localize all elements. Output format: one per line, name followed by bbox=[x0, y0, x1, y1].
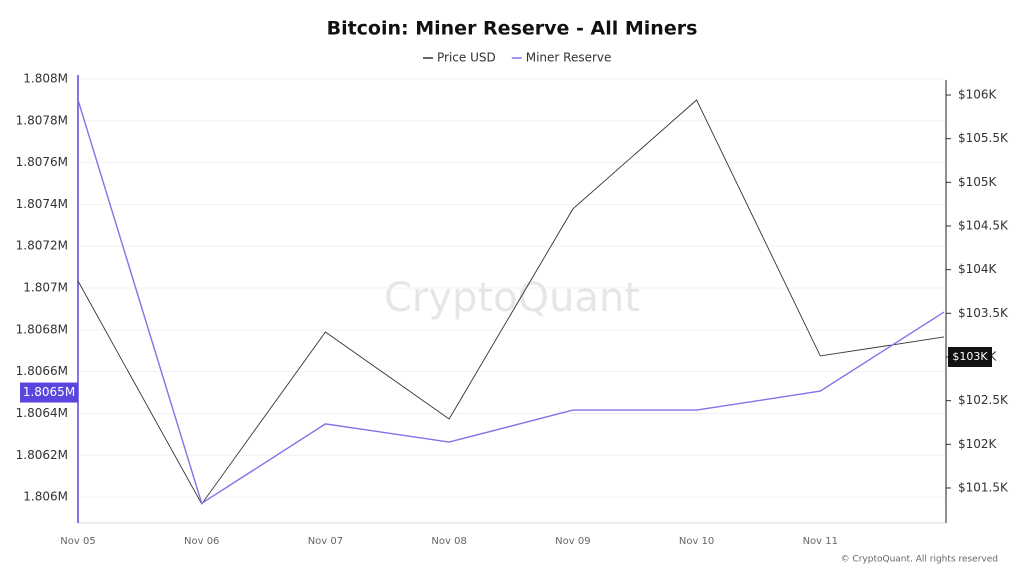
x-tick-label: Nov 06 bbox=[184, 536, 219, 547]
y-tick-label: 1.8068M bbox=[16, 322, 68, 336]
y-tick-label: 1.8078M bbox=[16, 113, 68, 127]
y2-marker-label: $103K bbox=[952, 350, 988, 363]
y-tick-label: 1.8064M bbox=[16, 406, 68, 420]
y2-tick-label: $105K bbox=[958, 175, 998, 189]
y2-tick-label: $103.5K bbox=[958, 306, 1009, 320]
y-tick-label: 1.8072M bbox=[16, 239, 68, 253]
watermark: CryptoQuant bbox=[384, 275, 640, 321]
y2-tick-label: $104.5K bbox=[958, 218, 1009, 232]
y2-tick-label: $104K bbox=[958, 262, 998, 276]
y-tick-label: 1.807M bbox=[23, 281, 68, 295]
y-tick-label: 1.808M bbox=[23, 71, 68, 85]
y-tick-label: 1.8066M bbox=[16, 364, 68, 378]
x-tick-label: Nov 07 bbox=[308, 536, 343, 547]
y2-marker-box bbox=[948, 346, 992, 367]
y2-tick-label: $101.5K bbox=[958, 480, 1009, 494]
y-tick-label: 1.8062M bbox=[16, 448, 68, 462]
line-series bbox=[77, 99, 945, 505]
x-tick-label: Nov 05 bbox=[60, 536, 95, 547]
chart-title: Bitcoin: Miner Reserve - All Miners bbox=[327, 18, 698, 40]
x-tick-label: Nov 08 bbox=[431, 536, 466, 547]
y2-tick-label: $106K bbox=[958, 87, 998, 101]
legend-label: Miner Reserve bbox=[526, 51, 612, 65]
x-tick-label: Nov 10 bbox=[679, 536, 714, 547]
line-series bbox=[77, 99, 945, 505]
y-marker-box bbox=[20, 382, 78, 403]
y-tick-label: 1.806M bbox=[23, 490, 68, 504]
y-tick-label: 1.8074M bbox=[16, 197, 68, 211]
y-marker-label: 1.8065M bbox=[23, 385, 75, 399]
legend-label: Price USD bbox=[437, 51, 496, 65]
credit: © CryptoQuant. All rights reserved bbox=[841, 555, 998, 565]
y2-tick-label: $102.5K bbox=[958, 393, 1009, 407]
x-tick-label: Nov 11 bbox=[803, 536, 838, 547]
x-tick-label: Nov 09 bbox=[555, 536, 590, 547]
y2-tick-label: $105.5K bbox=[958, 131, 1009, 145]
y-tick-label: 1.8076M bbox=[16, 155, 68, 169]
y2-tick-label: $102K bbox=[958, 437, 998, 451]
